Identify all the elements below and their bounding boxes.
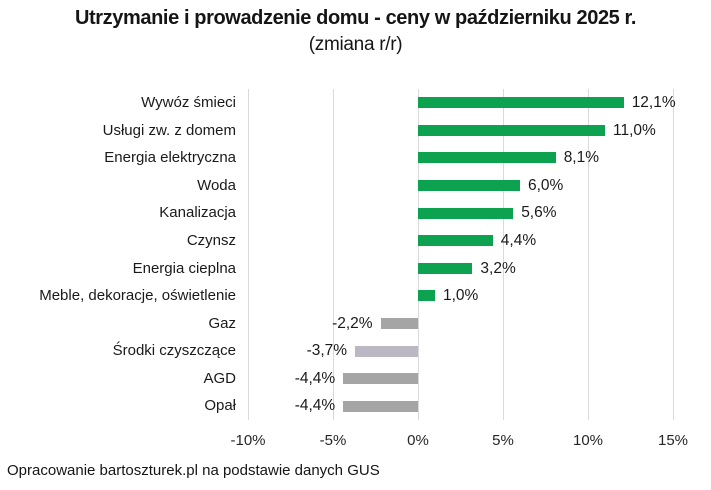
gridline <box>588 89 589 420</box>
bar <box>418 97 624 109</box>
category-label: Meble, dekoracje, oświetlenie <box>39 287 236 305</box>
bar <box>418 180 520 192</box>
category-label: Woda <box>197 176 236 194</box>
category-label: Kanalizacja <box>159 204 236 222</box>
category-label: Opał <box>204 397 236 415</box>
bar <box>380 317 418 329</box>
bar <box>418 152 556 164</box>
value-label: 5,6% <box>521 204 557 222</box>
x-tick-label: 0% <box>407 432 429 449</box>
category-label: Gaz <box>208 314 236 332</box>
category-label: AGD <box>203 369 236 387</box>
category-label: Energia cieplna <box>132 259 236 277</box>
category-label: Usługi zw. z domem <box>102 121 236 139</box>
bar <box>418 124 605 136</box>
bar <box>418 262 473 274</box>
value-label: -4,4% <box>294 369 336 387</box>
chart-subtitle: (zmiana r/r) <box>308 34 403 55</box>
bar <box>418 290 435 302</box>
x-tick-label: 5% <box>492 432 514 449</box>
value-label: 12,1% <box>631 94 676 111</box>
gridline <box>673 89 674 420</box>
x-tick-label: -10% <box>230 432 266 449</box>
category-label: Wywóz śmieci <box>141 94 236 111</box>
value-label: 11,0% <box>613 121 656 139</box>
bar <box>343 373 418 385</box>
bar <box>418 207 514 219</box>
value-label: -3,7% <box>306 342 348 360</box>
gridline <box>248 89 249 420</box>
value-label: -2,2% <box>332 314 373 332</box>
value-label: 4,4% <box>500 231 537 249</box>
value-label: 3,2% <box>480 259 516 277</box>
source-attribution: Opracowanie bartoszturek.pl na podstawie… <box>7 462 380 479</box>
value-label: -4,4% <box>294 397 336 415</box>
bar <box>343 400 418 412</box>
gridline <box>503 89 504 420</box>
chart-title: Utrzymanie i prowadzenie domu - ceny w p… <box>74 7 636 29</box>
value-label: 8,1% <box>563 149 600 167</box>
category-label: Energia elektryczna <box>104 149 236 167</box>
value-label: 6,0% <box>528 176 564 194</box>
value-label: 1,0% <box>443 287 479 305</box>
x-tick-label: 15% <box>657 432 689 449</box>
bar <box>355 345 418 357</box>
bar <box>418 235 493 247</box>
category-label: Środki czyszczące <box>112 342 236 360</box>
gridline <box>333 89 334 420</box>
x-tick-label: -5% <box>319 432 347 449</box>
category-label: Czynsz <box>186 231 236 249</box>
gridline <box>418 89 419 420</box>
x-tick-label: 10% <box>572 432 604 449</box>
